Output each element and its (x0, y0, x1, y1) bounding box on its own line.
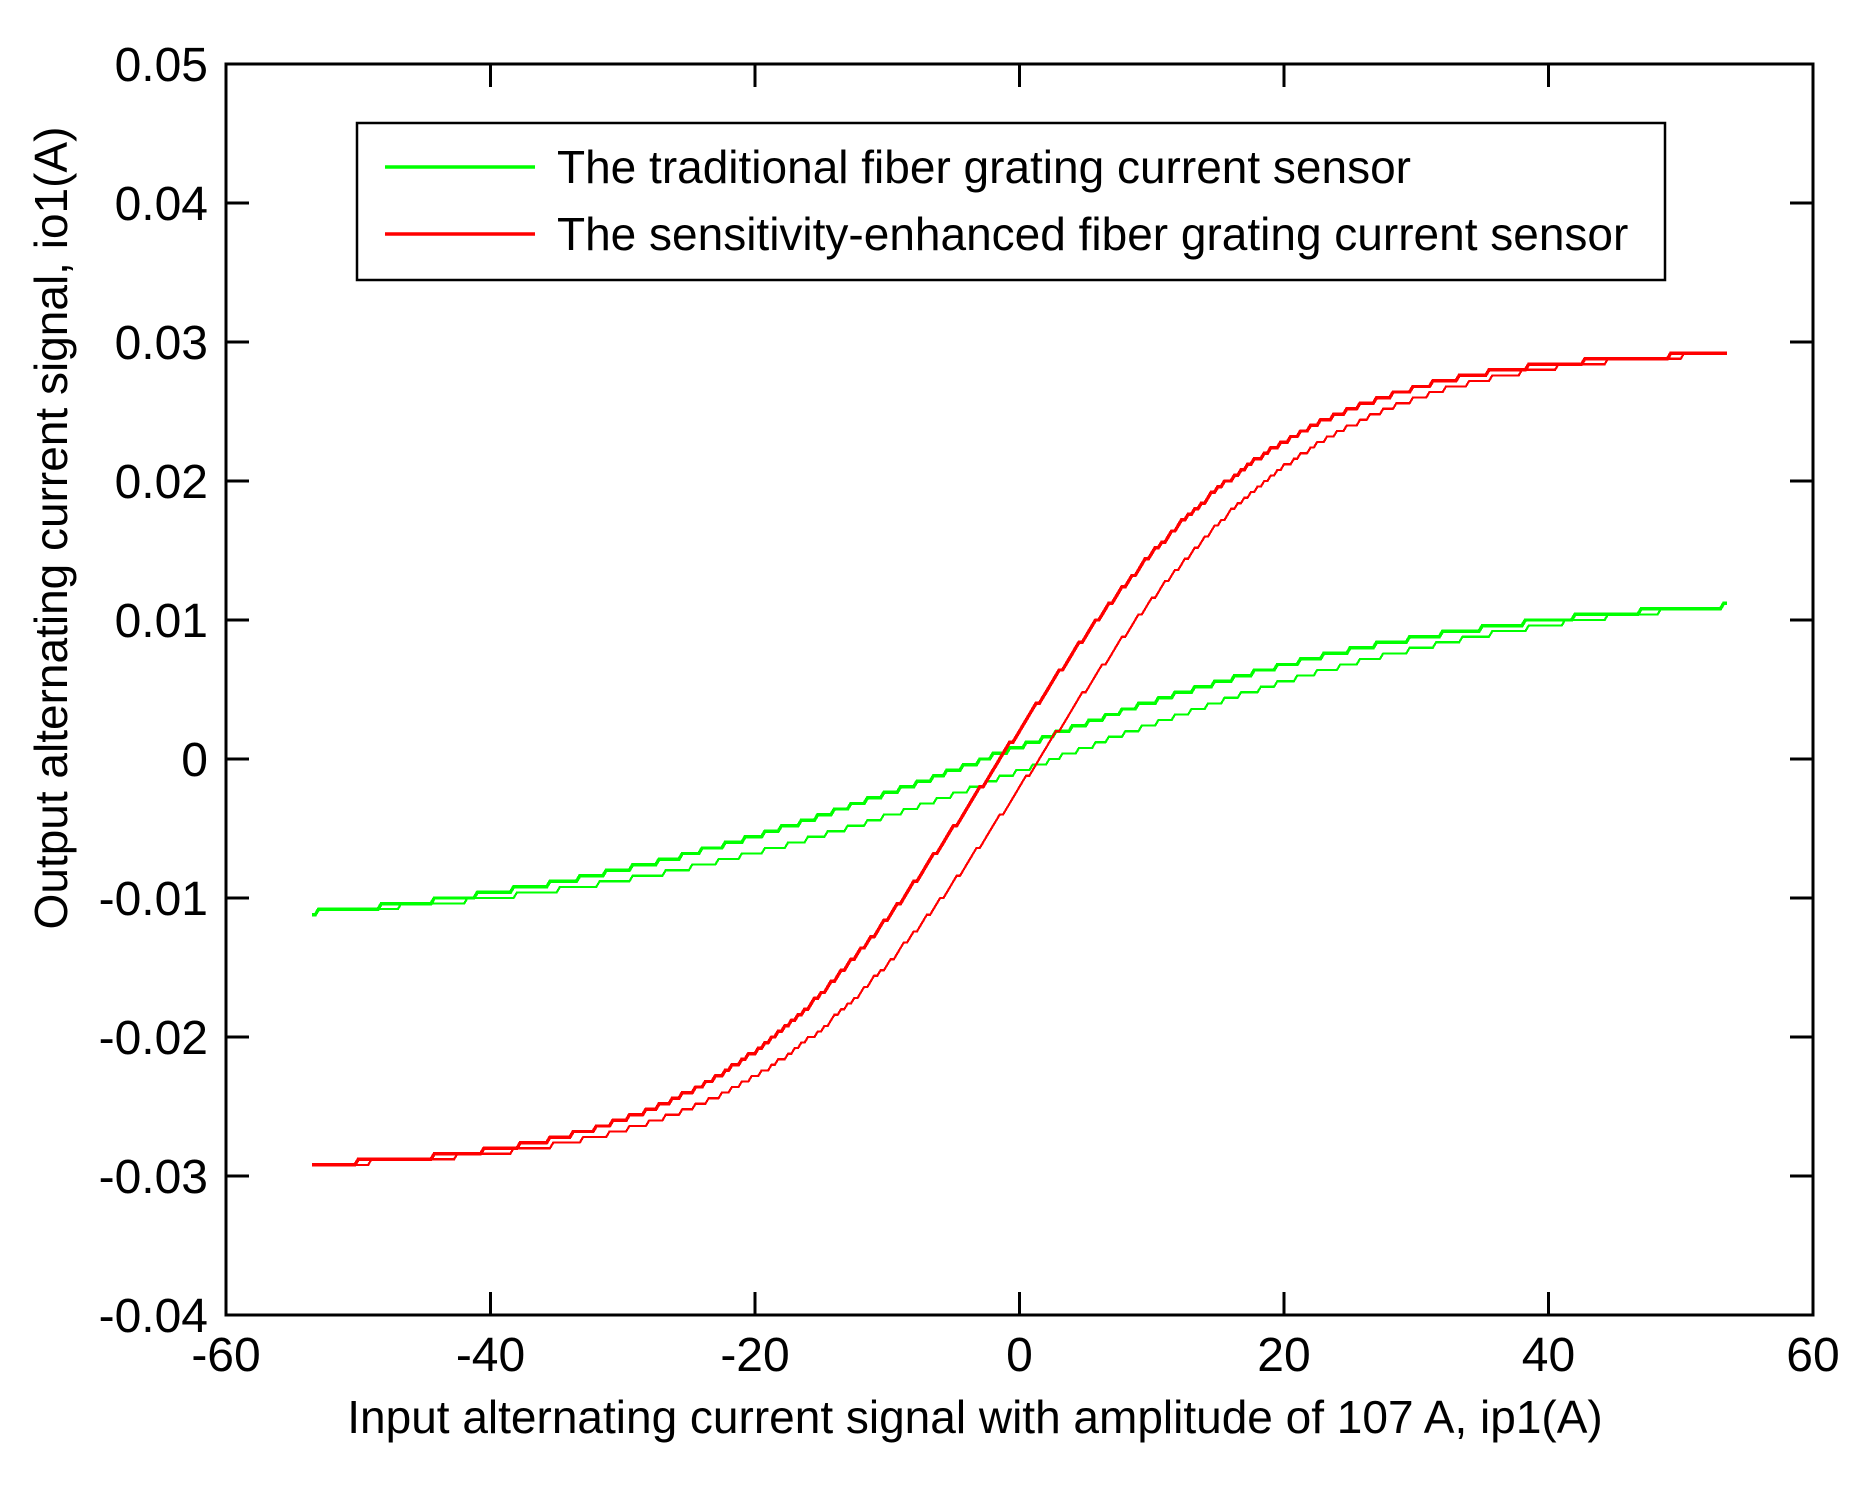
legend-label-traditional-sensor: The traditional fiber grating current se… (557, 141, 1411, 193)
y-axis-label: Output alternating current signal, io1(A… (25, 127, 77, 930)
axis-ticks (224, 62, 1815, 1317)
y-tick-label: 0.05 (115, 39, 208, 92)
x-axis-label: Input alternating current signal with am… (347, 1391, 1603, 1443)
x-tick-label: 60 (1786, 1329, 1839, 1382)
x-tick-label: 0 (1006, 1329, 1033, 1382)
y-tick-label: 0.01 (115, 595, 208, 648)
y-tick-label: 0 (181, 734, 208, 787)
y-tick-label: -0.04 (99, 1290, 208, 1343)
data-curves (312, 351, 1727, 1167)
legend-label-enhanced-sensor: The sensitivity-enhanced fiber grating c… (557, 208, 1628, 260)
x-tick-label: -20 (720, 1329, 789, 1382)
x-tick-label: -60 (191, 1329, 260, 1382)
axis-tick-labels: -60 -40 -20 0 20 40 60 0.05 0.04 0.03 0.02 0.01 0 -0.… (99, 39, 1840, 1382)
legend-box (355, 121, 1667, 282)
x-tick-label: 40 (1522, 1329, 1575, 1382)
x-tick-label: -40 (456, 1329, 525, 1382)
y-tick-label: -0.02 (99, 1012, 208, 1065)
y-tick-label: 0.03 (115, 317, 208, 370)
y-tick-label: -0.03 (99, 1151, 208, 1204)
legend: The traditional fiber grating current se… (355, 121, 1667, 282)
y-tick-label: -0.01 (99, 873, 208, 926)
y-tick-label: 0.04 (115, 178, 208, 231)
series-enhanced-ascending-curve (312, 352, 1727, 1167)
x-tick-label: 20 (1257, 1329, 1310, 1382)
y-tick-label: 0.02 (115, 456, 208, 509)
series-traditional-ascending-curve (312, 602, 1727, 916)
series-enhanced-descending-curve (312, 351, 1727, 1167)
series-traditional-descending-curve (312, 601, 1727, 917)
